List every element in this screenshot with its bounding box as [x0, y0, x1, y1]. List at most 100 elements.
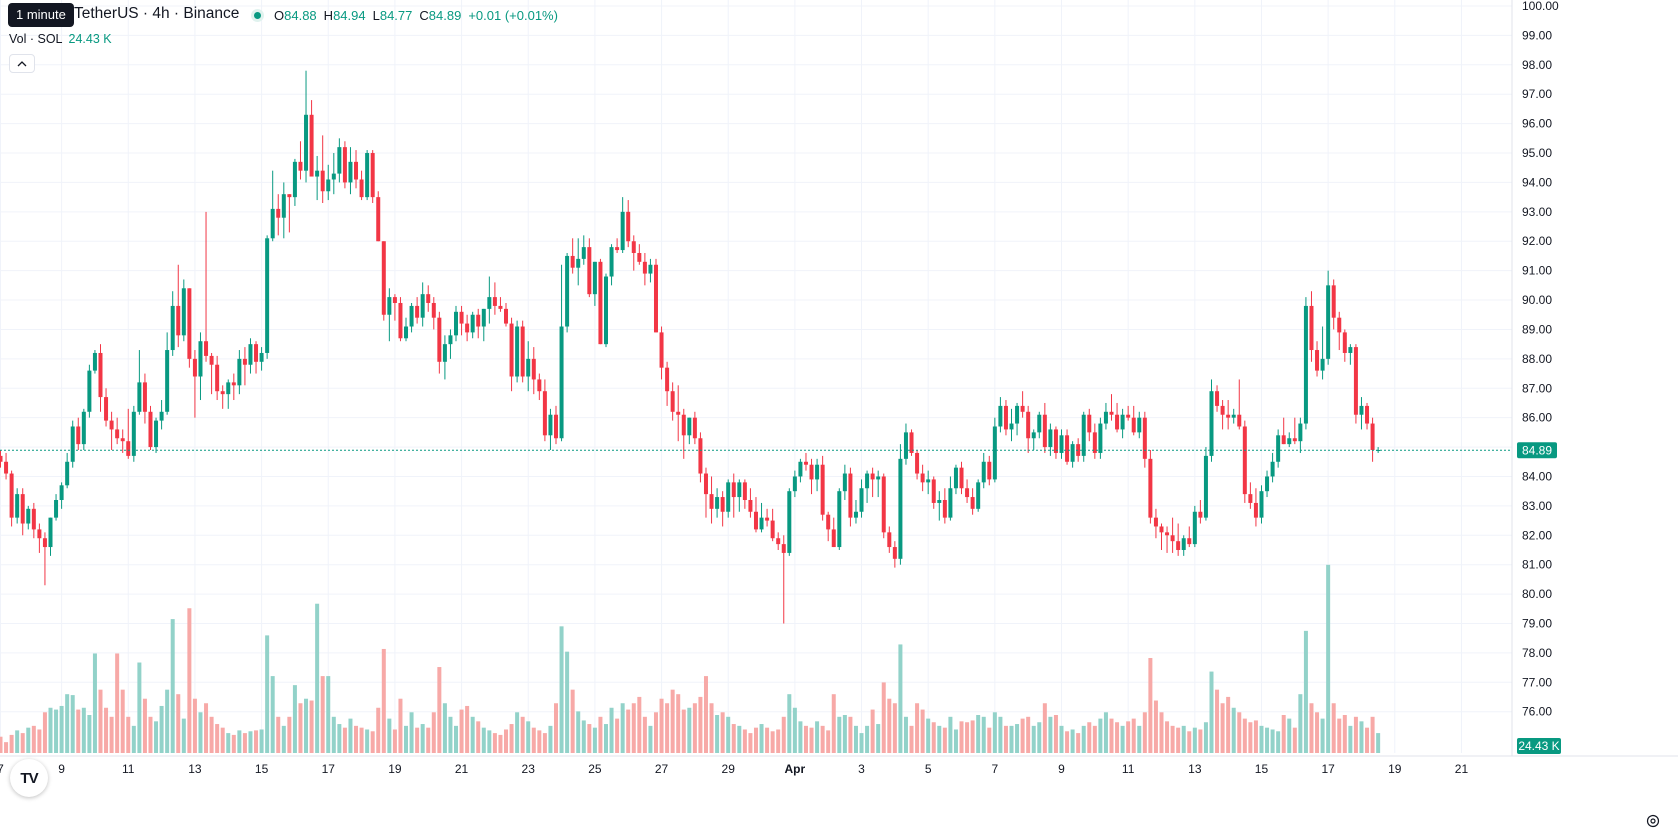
- volume-bar: [670, 689, 675, 753]
- candle-body: [1103, 411, 1108, 424]
- volume-bar: [98, 689, 103, 753]
- candle-body: [1270, 461, 1275, 477]
- price-tick-label: 98.00: [1522, 58, 1552, 72]
- volume-bar: [176, 694, 181, 753]
- candle-body: [1287, 438, 1292, 445]
- volume-bar: [376, 707, 381, 753]
- volume-bar: [1098, 718, 1103, 753]
- volume-bar: [1298, 694, 1303, 753]
- candle-body: [748, 500, 753, 512]
- time-tick-label: 19: [1388, 762, 1402, 776]
- time-axis[interactable]: 7 9 11 13 15 17 19 21 23 25 27 29 Apr 3 5 7 9 11 13 15 17 19 2…: [0, 755, 1678, 776]
- time-tick-label: 3: [858, 762, 865, 776]
- candle-body: [1326, 285, 1331, 359]
- candle-body: [137, 382, 142, 412]
- volume-bar: [1237, 712, 1242, 753]
- candle-body: [542, 391, 547, 436]
- volume-bar: [70, 695, 75, 753]
- candle-body: [953, 467, 958, 489]
- candle-body: [1120, 414, 1125, 430]
- volume-bars: [0, 564, 1381, 753]
- volume-bar: [509, 724, 514, 753]
- volume-bar: [631, 703, 636, 753]
- volume-bar: [448, 716, 453, 753]
- candle-body: [520, 326, 525, 377]
- volume-bar: [537, 730, 542, 753]
- time-tick-label: 15: [255, 762, 269, 776]
- volume-bar: [915, 703, 920, 753]
- volume-bar: [504, 729, 509, 753]
- candle-body: [798, 461, 803, 477]
- volume-bar: [1015, 724, 1020, 753]
- volume-bar: [181, 718, 186, 753]
- candle-body: [1187, 538, 1192, 545]
- market-status-icon[interactable]: [251, 9, 264, 22]
- volume-bar: [1026, 716, 1031, 753]
- volume-bar: [1187, 731, 1192, 753]
- candle-body: [376, 197, 381, 242]
- volume-bar: [687, 707, 692, 753]
- candle-body: [998, 405, 1003, 427]
- volume-bar: [1181, 725, 1186, 753]
- volume-bar: [642, 716, 647, 753]
- price-tick-label: 79.00: [1522, 617, 1552, 631]
- volume-bar: [692, 703, 697, 753]
- candle-body: [1042, 414, 1047, 448]
- volume-bar: [776, 729, 781, 753]
- volume-bar: [787, 694, 792, 753]
- candle-body: [326, 179, 331, 192]
- price-tick-label: 77.00: [1522, 675, 1552, 689]
- volume-bar: [365, 729, 370, 753]
- symbol-title[interactable]: TetherUS · 4h · Binance: [74, 5, 240, 22]
- price-axis[interactable]: 100.00 99.00 98.00 97.00 96.00 95.00 94.00 93.0…: [1511, 0, 1559, 756]
- candle-body: [698, 438, 703, 474]
- candle-body: [1003, 405, 1008, 430]
- candle-body: [1153, 517, 1158, 527]
- price-tick-label: 83.00: [1522, 499, 1552, 513]
- candle-body: [354, 161, 359, 180]
- candle-body: [431, 302, 436, 318]
- candle-body: [1253, 502, 1258, 518]
- volume-bar: [765, 727, 770, 753]
- tradingview-logo-icon[interactable]: TV: [10, 759, 48, 797]
- price-tick-label: 87.00: [1522, 381, 1552, 395]
- volume-bar: [1176, 727, 1181, 753]
- volume-bar: [187, 608, 192, 753]
- time-tick-label: 7: [992, 762, 999, 776]
- volume-bar: [1048, 716, 1053, 753]
- candle-body: [665, 367, 670, 392]
- volume-bar: [965, 722, 970, 753]
- volume-bar: [1370, 716, 1375, 753]
- candle-body: [498, 305, 503, 309]
- candle-body: [259, 352, 264, 362]
- volume-bar: [703, 676, 708, 753]
- volume-bar: [326, 676, 331, 753]
- candle-body: [415, 305, 420, 318]
- collapse-legend-button[interactable]: [9, 54, 35, 73]
- candle-body: [420, 294, 425, 318]
- volume-bar: [726, 716, 731, 753]
- volume-bar: [392, 729, 397, 753]
- candle-body: [815, 464, 820, 480]
- price-tick-label: 95.00: [1522, 146, 1552, 160]
- price-tick-label: 84.00: [1522, 469, 1552, 483]
- candle-body: [442, 344, 447, 362]
- candle-body: [826, 514, 831, 530]
- volume-bar: [142, 698, 147, 753]
- candle-body: [398, 302, 403, 339]
- volume-bar: [87, 715, 92, 753]
- volume-bar: [1031, 725, 1036, 753]
- gear-icon[interactable]: [1645, 813, 1661, 829]
- volume-bar: [520, 716, 525, 753]
- price-tick-label: 100.00: [1522, 0, 1559, 13]
- volume-bar: [1220, 703, 1225, 753]
- candle-body: [1181, 538, 1186, 550]
- volume-bar: [498, 734, 503, 753]
- candle-body: [1070, 444, 1075, 462]
- price-tick-label: 80.00: [1522, 587, 1552, 601]
- candle-body: [1303, 305, 1308, 424]
- time-tick-label: 29: [722, 762, 736, 776]
- candle-body: [315, 170, 320, 177]
- volume-bar: [1198, 729, 1203, 753]
